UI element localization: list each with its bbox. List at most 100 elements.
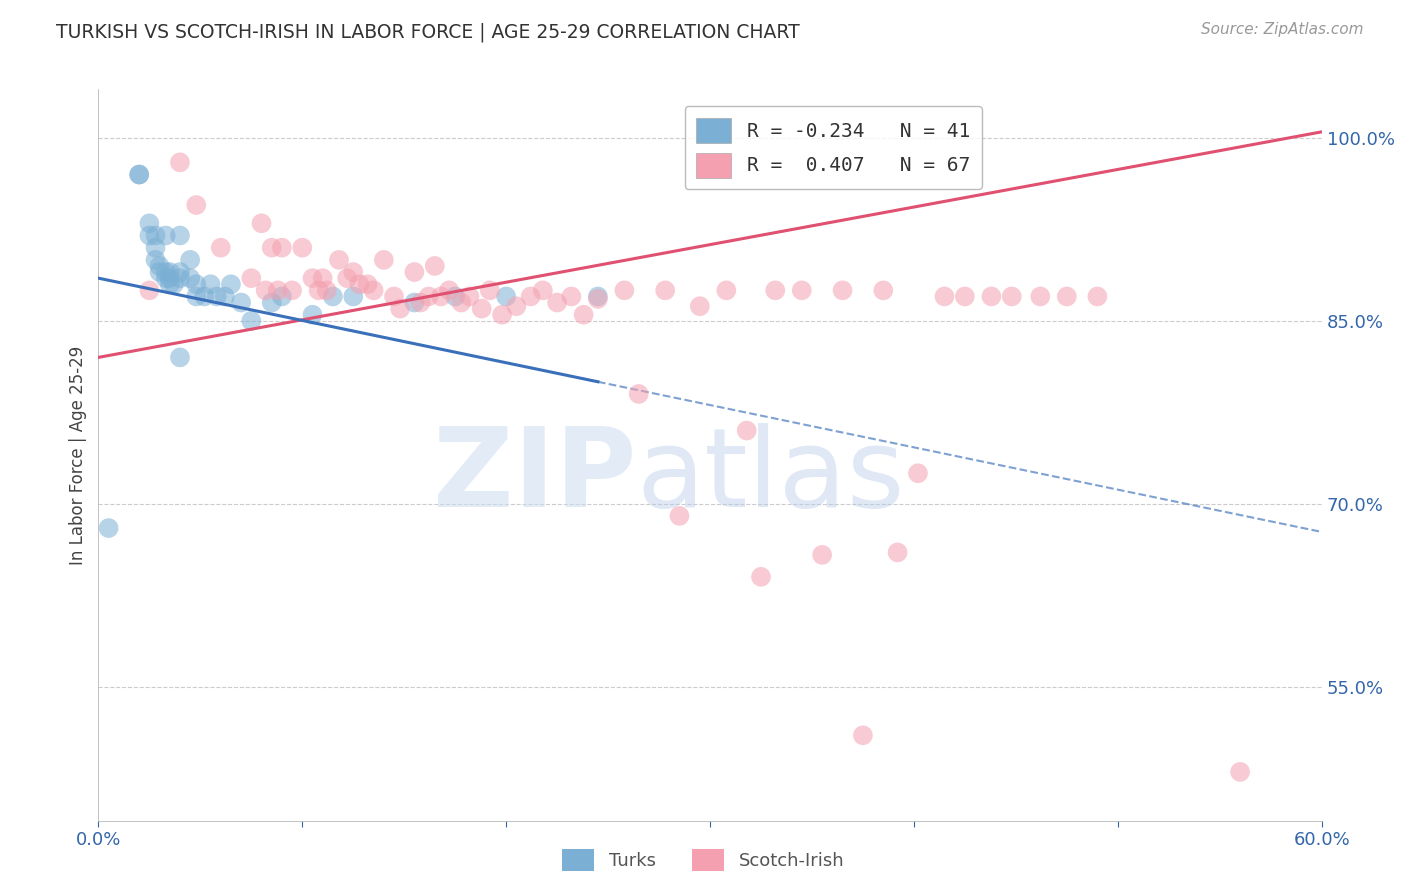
Point — [560, 289, 582, 303]
Point — [328, 252, 350, 267]
Point — [586, 292, 609, 306]
Point — [159, 271, 181, 285]
Point — [1229, 764, 1251, 779]
Point — [1056, 289, 1078, 303]
Point — [458, 289, 481, 303]
Point — [763, 284, 786, 298]
Point — [128, 168, 150, 182]
Point — [342, 265, 364, 279]
Point — [128, 168, 150, 182]
Point — [349, 277, 371, 292]
Point — [214, 289, 236, 303]
Y-axis label: In Labor Force | Age 25-29: In Labor Force | Age 25-29 — [69, 345, 87, 565]
Point — [155, 228, 177, 243]
Point — [200, 277, 222, 292]
Point — [169, 155, 191, 169]
Point — [159, 277, 181, 292]
Text: atlas: atlas — [637, 424, 905, 531]
Point — [186, 198, 208, 212]
Point — [308, 284, 330, 298]
Point — [716, 284, 738, 298]
Point — [179, 271, 201, 285]
Point — [572, 308, 595, 322]
Text: ZIP: ZIP — [433, 424, 637, 531]
Point — [519, 289, 541, 303]
Point — [1085, 289, 1108, 303]
Point — [668, 508, 690, 523]
Text: Source: ZipAtlas.com: Source: ZipAtlas.com — [1201, 22, 1364, 37]
Point — [186, 277, 208, 292]
Point — [735, 424, 758, 438]
Point — [531, 284, 554, 298]
Point — [404, 265, 426, 279]
Point — [138, 284, 160, 298]
Point — [281, 284, 304, 298]
Point — [1001, 289, 1024, 303]
Point — [418, 289, 440, 303]
Point — [260, 241, 283, 255]
Point — [322, 289, 344, 303]
Point — [356, 277, 378, 292]
Point — [291, 241, 314, 255]
Point — [159, 265, 181, 279]
Point — [97, 521, 120, 535]
Text: TURKISH VS SCOTCH-IRISH IN LABOR FORCE | AGE 25-29 CORRELATION CHART: TURKISH VS SCOTCH-IRISH IN LABOR FORCE |… — [56, 22, 800, 42]
Point — [312, 271, 335, 285]
Point — [478, 284, 501, 298]
Legend: Turks, Scotch-Irish: Turks, Scotch-Irish — [554, 842, 852, 879]
Point — [155, 271, 177, 285]
Point — [270, 241, 294, 255]
Point — [231, 295, 253, 310]
Point — [240, 314, 263, 328]
Point — [186, 289, 208, 303]
Point — [240, 271, 263, 285]
Point — [205, 289, 228, 303]
Point — [155, 265, 177, 279]
Point — [209, 241, 232, 255]
Point — [149, 259, 172, 273]
Point — [934, 289, 956, 303]
Point — [267, 284, 290, 298]
Point — [404, 295, 426, 310]
Point — [254, 284, 277, 298]
Point — [382, 289, 405, 303]
Point — [980, 289, 1002, 303]
Point — [749, 570, 772, 584]
Point — [886, 545, 908, 559]
Point — [250, 216, 273, 230]
Point — [654, 284, 676, 298]
Point — [811, 548, 834, 562]
Point — [790, 284, 813, 298]
Point — [179, 252, 201, 267]
Point — [613, 284, 636, 298]
Point — [219, 277, 242, 292]
Point — [270, 289, 294, 303]
Point — [450, 295, 472, 310]
Point — [145, 252, 167, 267]
Point — [193, 289, 215, 303]
Point — [145, 241, 167, 255]
Point — [409, 295, 432, 310]
Point — [437, 284, 460, 298]
Point — [907, 467, 929, 481]
Point — [872, 284, 894, 298]
Point — [260, 295, 283, 310]
Point — [145, 228, 167, 243]
Point — [831, 284, 853, 298]
Point — [586, 289, 609, 303]
Point — [495, 289, 517, 303]
Point — [169, 271, 191, 285]
Point — [336, 271, 359, 285]
Point — [430, 289, 453, 303]
Point — [373, 252, 395, 267]
Point — [689, 299, 711, 313]
Point — [315, 284, 337, 298]
Point — [169, 265, 191, 279]
Point — [149, 265, 172, 279]
Point — [423, 259, 446, 273]
Point — [491, 308, 513, 322]
Point — [953, 289, 976, 303]
Point — [444, 289, 467, 303]
Point — [1029, 289, 1052, 303]
Point — [138, 216, 160, 230]
